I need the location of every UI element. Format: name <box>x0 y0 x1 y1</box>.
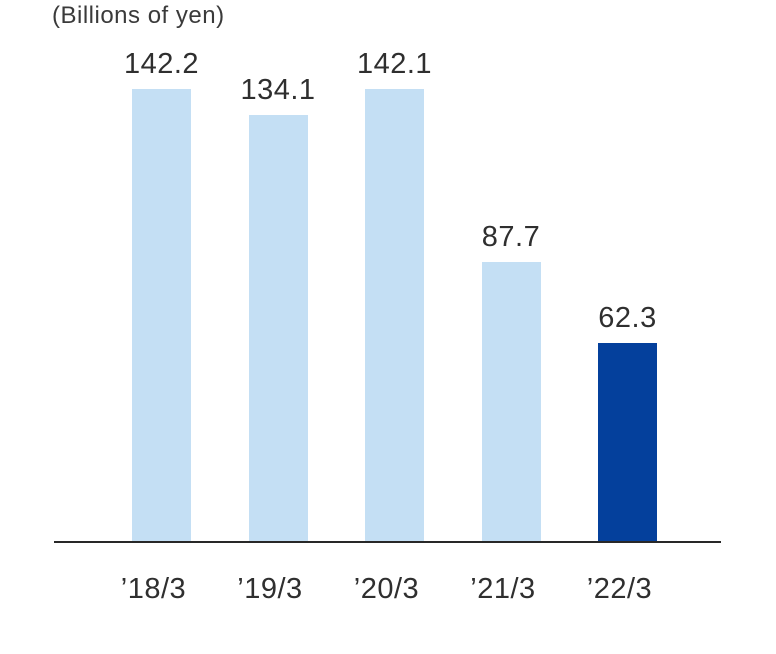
x-axis-label: ’20/3 <box>353 573 420 605</box>
bar <box>365 89 424 541</box>
x-axis-line <box>54 541 721 543</box>
x-axis-label: ’22/3 <box>586 573 653 605</box>
bar <box>598 343 657 541</box>
bar-value-label: 142.2 <box>123 48 200 80</box>
standards-legend: JGAAP IFRS <box>0 615 776 654</box>
x-axis-label: ’18/3 <box>120 573 187 605</box>
bar-value-label: 87.7 <box>481 221 541 253</box>
bar <box>248 115 308 541</box>
x-axis-label: ’21/3 <box>470 573 536 605</box>
bar-value-label: 142.1 <box>356 48 433 80</box>
bar-value-label: 134.1 <box>240 74 316 106</box>
unit-label: (Billions of yen) <box>52 2 225 29</box>
bar <box>481 262 541 541</box>
bar-value-label: 62.3 <box>598 302 657 334</box>
bar <box>132 89 191 541</box>
x-axis-label: ’19/3 <box>237 573 303 605</box>
